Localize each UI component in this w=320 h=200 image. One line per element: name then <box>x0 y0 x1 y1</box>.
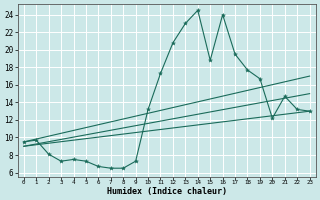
X-axis label: Humidex (Indice chaleur): Humidex (Indice chaleur) <box>107 187 227 196</box>
